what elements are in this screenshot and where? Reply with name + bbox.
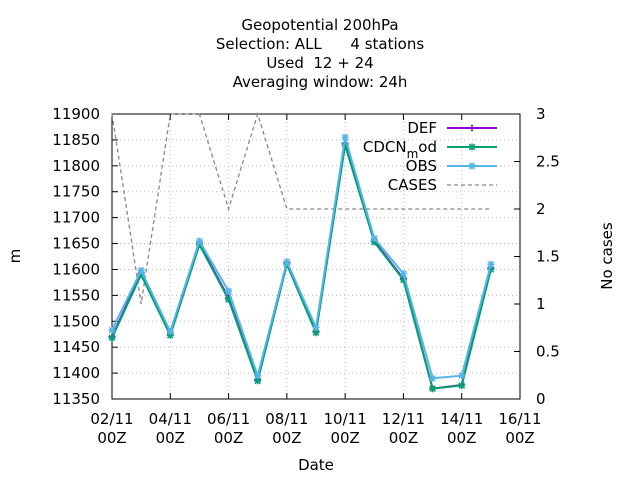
data-point-cdcn-mod <box>458 382 466 390</box>
x-tick-label: 00Z <box>97 429 126 447</box>
y-tick-label: 11900 <box>52 105 100 123</box>
x-tick-label: 16/11 <box>498 410 541 428</box>
y2-tick-label: 3 <box>536 105 546 123</box>
data-point-cdcn-mod <box>254 377 262 385</box>
legend-marker <box>468 162 476 170</box>
y-tick-label: 11600 <box>52 260 100 278</box>
data-point-obs <box>429 374 437 382</box>
series-cdcn-mod <box>108 141 495 393</box>
x-tick-label: 00Z <box>214 429 243 447</box>
x-axis: 02/1100Z04/1100Z06/1100Z08/1100Z10/1100Z… <box>90 114 542 447</box>
y2-tick-label: 1 <box>536 295 546 313</box>
y-tick-label: 11550 <box>52 286 100 304</box>
legend-label: CASES <box>388 176 437 194</box>
data-point-obs <box>166 328 174 336</box>
x-tick-label: 00Z <box>505 429 534 447</box>
data-point-obs <box>399 270 407 278</box>
plot-frame <box>111 113 521 400</box>
x-tick-label: 08/11 <box>265 410 308 428</box>
data-point-obs <box>225 287 233 295</box>
x-tick-label: 00Z <box>389 429 418 447</box>
data-point-cdcn-mod <box>108 334 116 342</box>
data-point-obs <box>341 133 349 141</box>
legend-label: CDCNmod <box>363 138 437 161</box>
x-tick-label: 00Z <box>447 429 476 447</box>
y2-axis-label: No cases <box>598 222 616 290</box>
y-tick-label: 11800 <box>52 157 100 175</box>
data-point-obs <box>487 260 495 268</box>
title-line: Averaging window: 24h <box>233 73 408 91</box>
grid <box>112 114 520 399</box>
legend-label: DEF <box>407 119 437 137</box>
x-tick-label: 00Z <box>272 429 301 447</box>
y2-tick-label: 0.5 <box>536 343 560 361</box>
y-tick-label: 11450 <box>52 338 100 356</box>
title-line: Selection: ALL 4 stations <box>216 35 424 53</box>
series-layer <box>108 111 495 393</box>
data-point-obs <box>137 266 145 274</box>
legend-entry-cdcn-mod: CDCNmod <box>363 138 497 161</box>
y2-axis: 0 0.5 1 1.5 2 2.5 3 <box>514 105 560 408</box>
data-point-obs <box>312 323 320 331</box>
x-tick-label: 04/11 <box>149 410 192 428</box>
y2-tick-label: 2.5 <box>536 153 560 171</box>
legend-marker <box>468 124 476 132</box>
x-tick-label: 10/11 <box>324 410 367 428</box>
x-tick-label: 02/11 <box>90 410 133 428</box>
y-tick-label: 11500 <box>52 312 100 330</box>
legend-entry-def: DEF <box>407 119 497 137</box>
legend-entry-obs: OBS <box>406 157 497 175</box>
legend-marker <box>468 143 476 151</box>
y-tick-label: 11750 <box>52 183 100 201</box>
title-line: Geopotential 200hPa <box>241 16 398 34</box>
x-tick-label: 00Z <box>156 429 185 447</box>
legend-entry-cases: CASES <box>388 176 497 194</box>
y-tick-label: 11400 <box>52 364 100 382</box>
x-tick-label: 00Z <box>330 429 359 447</box>
y-tick-label: 11650 <box>52 235 100 253</box>
x-tick-label: 06/11 <box>207 410 250 428</box>
data-point-cdcn-mod <box>429 385 437 393</box>
data-point-obs <box>370 234 378 242</box>
x-axis-label: Date <box>298 456 334 474</box>
data-point-obs <box>458 372 466 380</box>
x-tick-label: 12/11 <box>382 410 425 428</box>
series-line-obs <box>111 137 492 380</box>
data-point-obs <box>108 326 116 334</box>
y2-tick-label: 1.5 <box>536 248 560 266</box>
y-tick-label: 11350 <box>52 390 100 408</box>
y-tick-label: 11700 <box>52 209 100 227</box>
legend-label: OBS <box>406 157 437 175</box>
data-point-obs <box>254 372 262 380</box>
series-obs <box>108 133 495 382</box>
y2-tick-label: 2 <box>536 200 546 218</box>
y-axis: 11350 11400 11450 11500 11550 11600 11650 11700… <box>52 105 118 408</box>
data-point-obs <box>195 237 203 245</box>
y-axis-label: m <box>6 249 24 264</box>
title-line: Used 12 + 24 <box>266 54 373 72</box>
y2-tick-label: 0 <box>536 390 546 408</box>
data-point-obs <box>283 258 291 266</box>
y-tick-label: 11850 <box>52 131 100 149</box>
x-tick-label: 14/11 <box>440 410 483 428</box>
series-line-cdcn-mod <box>111 144 492 390</box>
